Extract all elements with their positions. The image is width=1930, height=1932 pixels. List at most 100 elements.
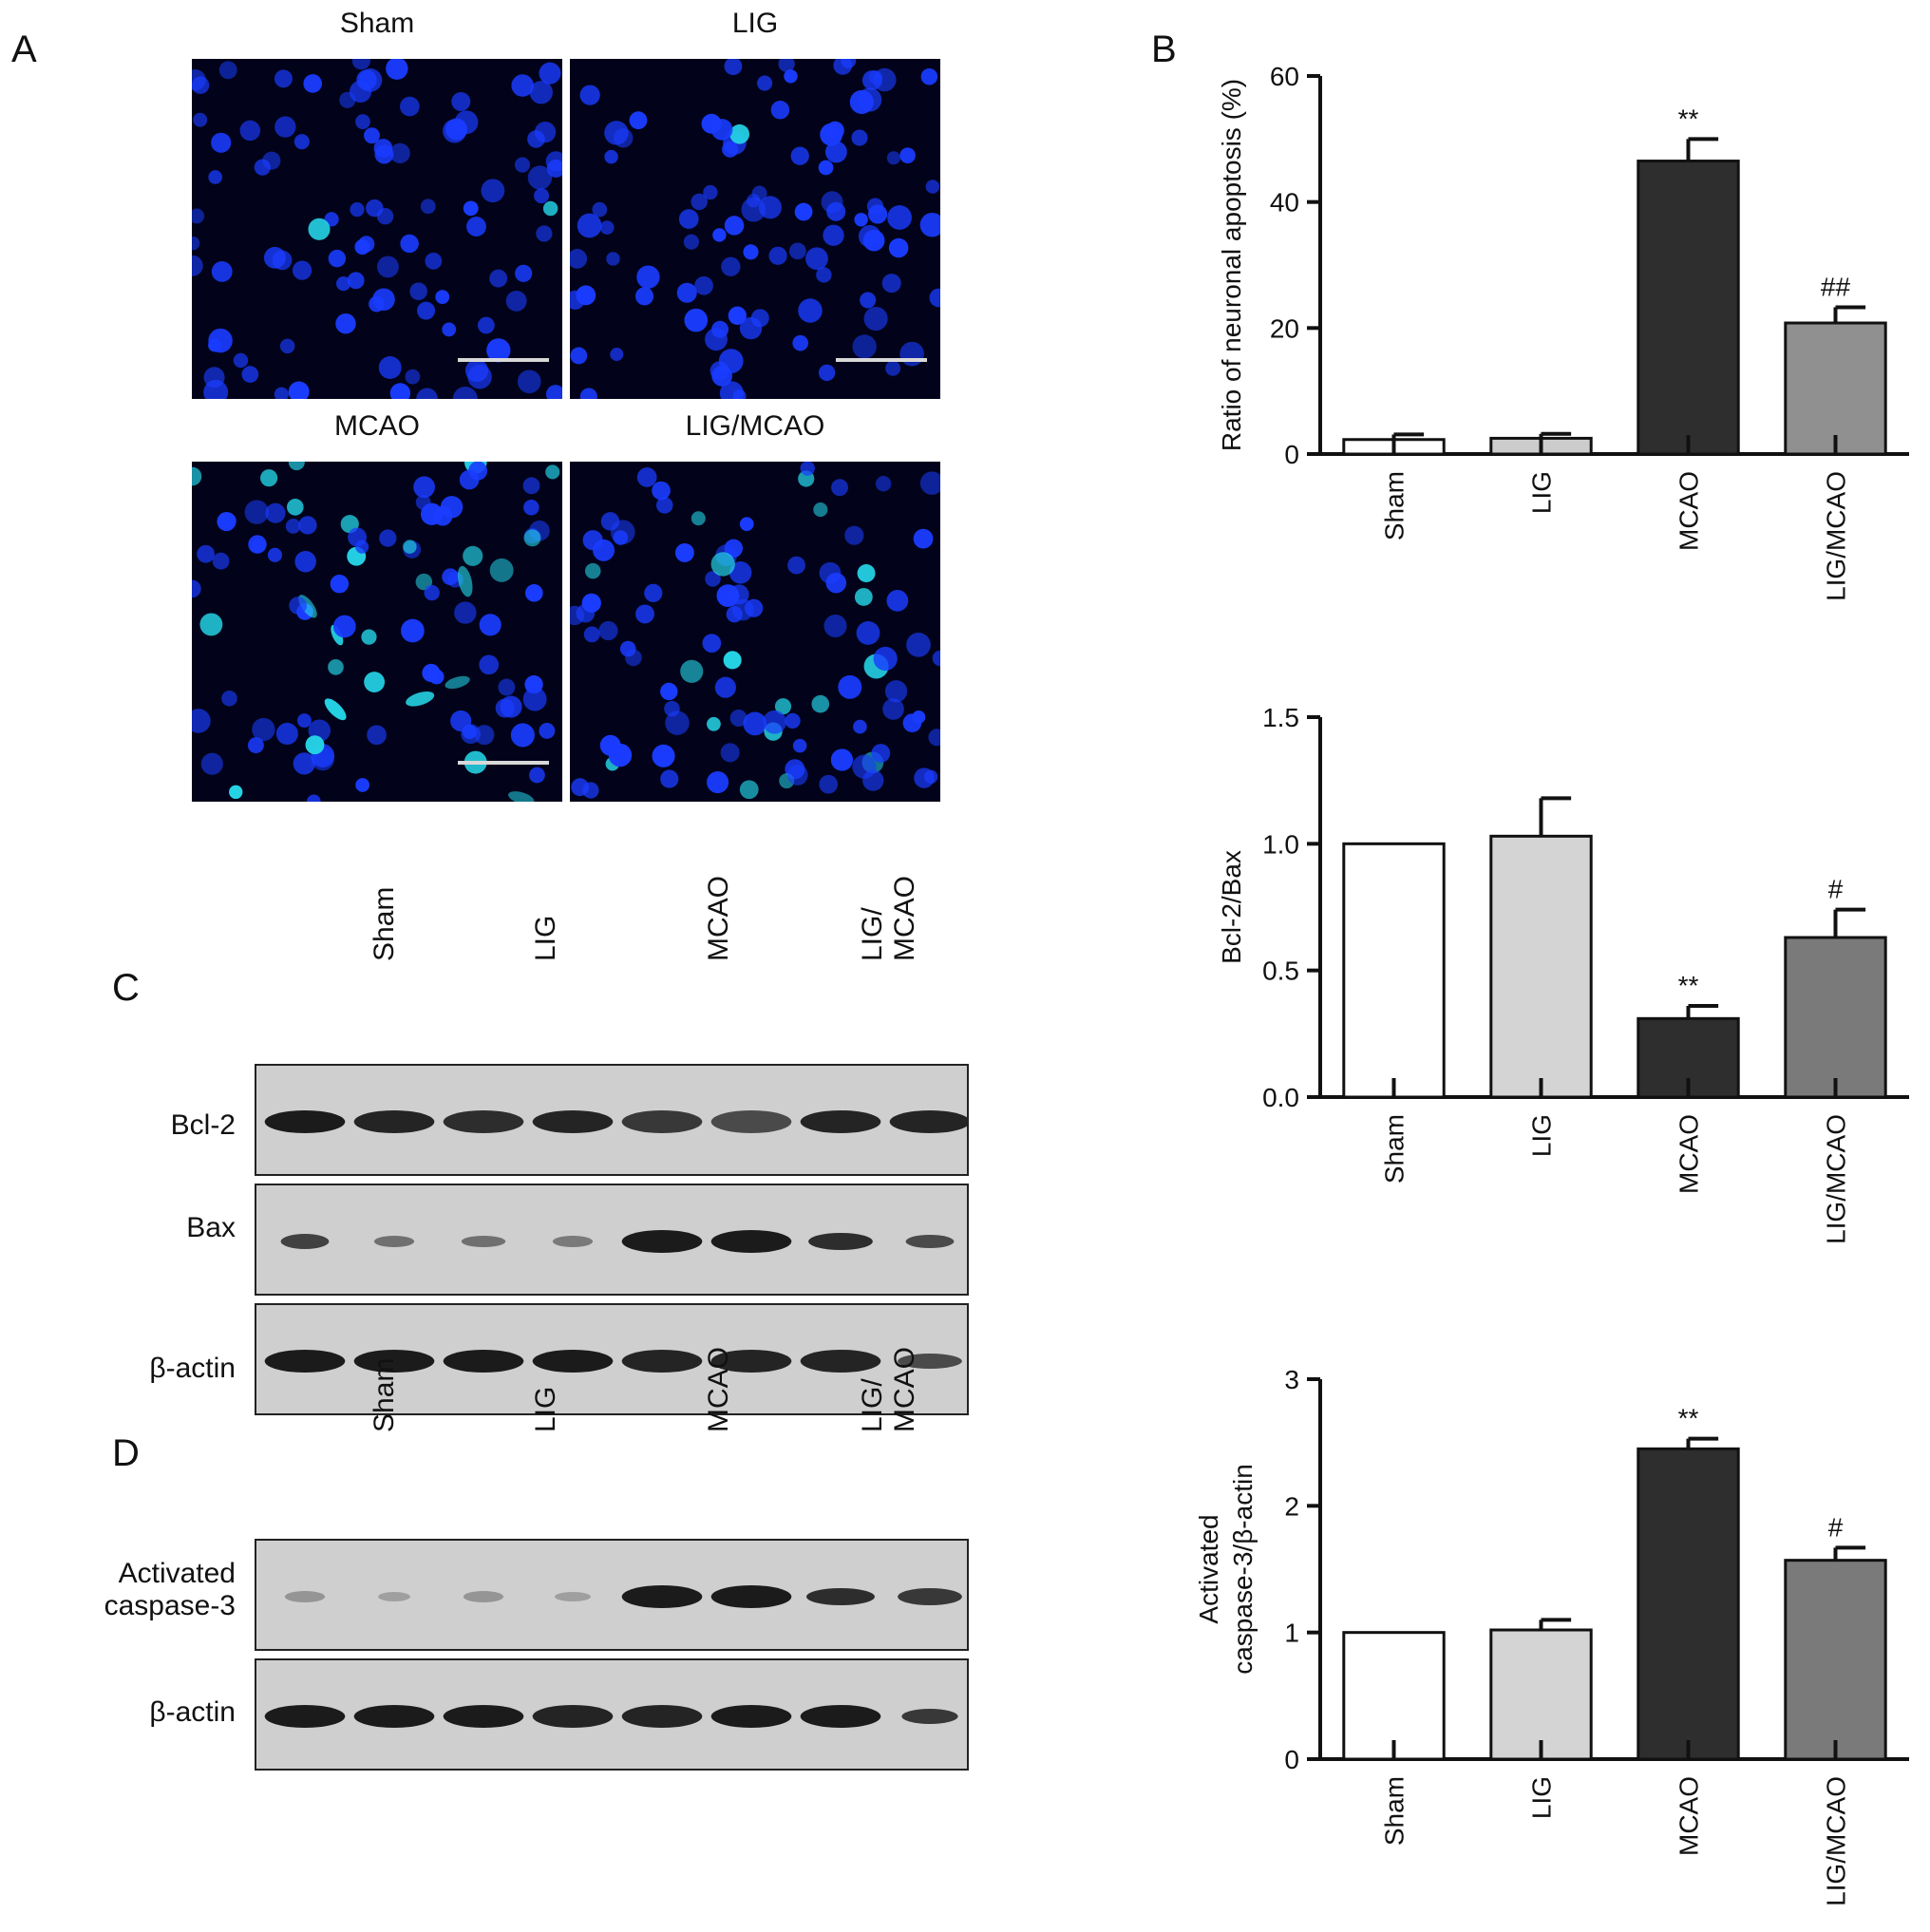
scale-bar: [458, 761, 549, 765]
nucleus: [366, 199, 384, 218]
nucleus: [792, 738, 807, 753]
nucleus: [415, 573, 433, 591]
nucleus: [818, 160, 834, 176]
nucleus: [347, 272, 365, 290]
nucleus: [794, 202, 813, 221]
nucleus: [655, 497, 673, 514]
y-tick-label: 40: [1270, 188, 1299, 218]
nucleus: [415, 494, 431, 510]
nucleus: [714, 676, 736, 698]
protein-band: [800, 1705, 881, 1728]
nucleus: [863, 306, 888, 331]
nucleus: [545, 464, 560, 480]
nucleus: [275, 722, 298, 745]
blot-strip: [255, 1539, 969, 1651]
nucleus: [823, 614, 847, 637]
nucleus: [875, 476, 892, 492]
nucleus: [825, 121, 844, 140]
y-tick-label: 1.0: [1262, 829, 1299, 859]
nucleus: [724, 59, 743, 76]
nucleus: [192, 466, 202, 486]
nucleus: [811, 694, 830, 713]
nucleus: [703, 184, 718, 200]
nucleus: [849, 89, 874, 114]
nucleus: [873, 646, 898, 672]
protein-band: [710, 1110, 792, 1133]
nucleus: [523, 529, 541, 547]
nucleus: [369, 295, 385, 313]
nucleus: [790, 146, 809, 165]
nucleus: [929, 288, 940, 308]
x-tick-label: Sham: [1380, 471, 1410, 540]
nucleus: [212, 552, 230, 570]
protein-band: [905, 1235, 955, 1248]
nucleus: [583, 626, 600, 643]
nucleus: [292, 260, 312, 280]
nucleus: [409, 282, 427, 301]
lane-group-label: LIG/MCAO: [857, 1347, 920, 1432]
nucleus: [683, 234, 700, 250]
nucleus: [489, 269, 508, 288]
nucleus: [710, 119, 733, 141]
nucleus: [739, 780, 759, 800]
nucleus: [763, 710, 786, 734]
nucleus: [303, 74, 323, 93]
blot-strip: [255, 1658, 969, 1771]
nucleus: [416, 388, 438, 399]
nucleus: [784, 69, 798, 84]
nucleus: [858, 225, 881, 248]
nucleus: [522, 477, 540, 495]
nucleus: [722, 141, 739, 158]
lane-group-label: Sham: [369, 886, 400, 961]
protein-band: [264, 1350, 346, 1373]
nucleus: [417, 301, 436, 320]
y-tick-label: 2: [1284, 1491, 1299, 1521]
protein-band: [532, 1110, 614, 1133]
nucleus: [279, 338, 295, 354]
y-axis-label: Bcl-2/Bax: [1217, 850, 1246, 964]
nucleus: [604, 149, 618, 164]
panel-label-c: C: [112, 967, 140, 1009]
blot-strip: [255, 1303, 969, 1415]
nucleus: [774, 698, 792, 715]
nucleus: [514, 157, 531, 173]
nucleus: [826, 201, 846, 221]
nucleus: [305, 735, 325, 755]
nucleus: [330, 574, 350, 594]
nucleus: [260, 469, 278, 487]
protein-band: [280, 1234, 330, 1249]
nucleus: [723, 651, 742, 670]
protein-band: [800, 1110, 881, 1133]
protein-band: [621, 1705, 703, 1728]
nucleus: [364, 127, 380, 144]
bar: [1342, 1631, 1446, 1761]
nucleus: [252, 717, 275, 742]
nucleus: [604, 121, 629, 145]
nucleus: [420, 199, 436, 215]
bar: [1637, 1447, 1740, 1761]
nucleus: [296, 713, 312, 729]
nucleus: [768, 246, 787, 265]
nucleus: [211, 132, 232, 153]
nucleus: [350, 202, 365, 218]
nucleus: [680, 659, 704, 683]
nucleus: [792, 334, 808, 351]
nucleus: [505, 290, 527, 312]
nucleus: [852, 754, 877, 779]
lane-group-label: Sham: [369, 1357, 400, 1432]
nucleus: [262, 151, 281, 170]
nucleus: [913, 528, 934, 549]
nucleus: [489, 558, 514, 582]
nucleus: [899, 341, 924, 367]
nucleus: [405, 369, 421, 385]
protein-band: [710, 1585, 792, 1608]
nucleus: [529, 767, 545, 784]
nucleus: [221, 690, 237, 707]
nucleus: [652, 744, 675, 767]
nucleus: [545, 151, 562, 172]
nucleus: [435, 290, 450, 305]
nucleus: [606, 252, 620, 266]
nucleus: [294, 550, 316, 573]
nucleus: [479, 614, 501, 636]
nucleus: [676, 282, 697, 303]
